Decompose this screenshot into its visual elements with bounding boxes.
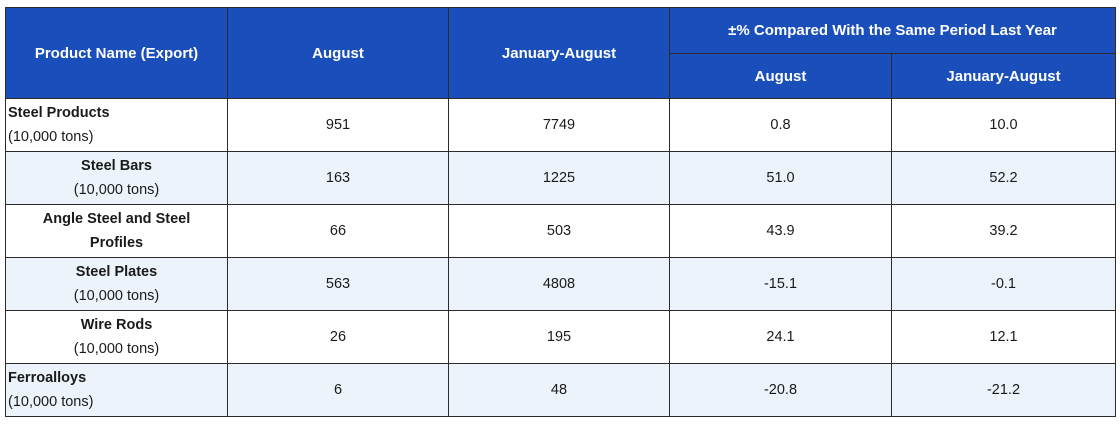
table-row: Steel Bars (10,000 tons) 163 1225 51.0 5… — [5, 151, 1116, 205]
january-august-value: 7749 — [448, 98, 670, 152]
table-row: Ferroalloys (10,000 tons) 6 48 -20.8 -21… — [5, 363, 1116, 417]
product-unit: (10,000 tons) — [73, 182, 160, 198]
compared-january-august-value: 52.2 — [891, 151, 1116, 205]
table-row: Wire Rods (10,000 tons) 26 195 24.1 12.1 — [5, 310, 1116, 364]
product-name-cell: Steel Products (10,000 tons) — [5, 98, 228, 152]
january-august-value: 195 — [448, 310, 670, 364]
compared-january-august-value: 10.0 — [891, 98, 1116, 152]
steel-export-table: Product Name (Export) August January-Aug… — [5, 7, 1116, 417]
august-value: 6 — [227, 363, 449, 417]
january-august-value: 1225 — [448, 151, 670, 205]
table-row: Steel Products (10,000 tons) 951 7749 0.… — [5, 98, 1116, 152]
product-name: Ferroalloys — [8, 370, 87, 386]
january-august-value: 4808 — [448, 257, 670, 311]
compared-august-value: 0.8 — [669, 98, 892, 152]
header-compared-january-august: January-August — [891, 53, 1116, 99]
product-unit: (10,000 tons) — [8, 129, 94, 145]
product-unit: (10,000 tons) — [8, 394, 94, 410]
august-value: 951 — [227, 98, 449, 152]
august-value: 163 — [227, 151, 449, 205]
header-compared-august: August — [669, 53, 892, 99]
product-name-cell: Wire Rods (10,000 tons) — [5, 310, 228, 364]
header-product-name: Product Name (Export) — [5, 7, 228, 99]
product-name-cell: Steel Plates (10,000 tons) — [5, 257, 228, 311]
product-unit: (10,000 tons) — [73, 341, 160, 357]
compared-january-august-value: -0.1 — [891, 257, 1116, 311]
compared-august-value: -20.8 — [669, 363, 892, 417]
compared-january-august-value: -21.2 — [891, 363, 1116, 417]
export-table-container: Product Name (Export) August January-Aug… — [5, 7, 1116, 417]
header-row-top: Product Name (Export) August January-Aug… — [5, 7, 1116, 99]
product-name: Steel Plates — [75, 264, 158, 280]
compared-january-august-value: 39.2 — [891, 204, 1116, 258]
header-compared-group: ±% Compared With the Same Period Last Ye… — [669, 7, 1116, 54]
header-january-august: January-August — [448, 7, 670, 99]
product-name-cell: Angle Steel and Steel Profiles — [5, 204, 228, 258]
product-name: Wire Rods — [80, 317, 153, 333]
compared-august-value: -15.1 — [669, 257, 892, 311]
product-name-cell: Steel Bars (10,000 tons) — [5, 151, 228, 205]
january-august-value: 48 — [448, 363, 670, 417]
compared-august-value: 51.0 — [669, 151, 892, 205]
product-name: Steel Bars — [81, 158, 152, 174]
header-row-sub: August January-August — [6, 53, 1116, 99]
january-august-value: 503 — [448, 204, 670, 258]
product-unit: (10,000 tons) — [73, 288, 160, 304]
product-name: Angle Steel and Steel Profiles — [42, 211, 191, 251]
august-value: 563 — [227, 257, 449, 311]
compared-august-value: 24.1 — [669, 310, 892, 364]
august-value: 26 — [227, 310, 449, 364]
august-value: 66 — [227, 204, 449, 258]
header-august: August — [227, 7, 449, 99]
compared-january-august-value: 12.1 — [891, 310, 1116, 364]
product-name-cell: Ferroalloys (10,000 tons) — [5, 363, 228, 417]
table-row: Steel Plates (10,000 tons) 563 4808 -15.… — [5, 257, 1116, 311]
table-row: Angle Steel and Steel Profiles 66 503 43… — [5, 204, 1116, 258]
compared-august-value: 43.9 — [669, 204, 892, 258]
product-name: Steel Products — [8, 105, 110, 121]
